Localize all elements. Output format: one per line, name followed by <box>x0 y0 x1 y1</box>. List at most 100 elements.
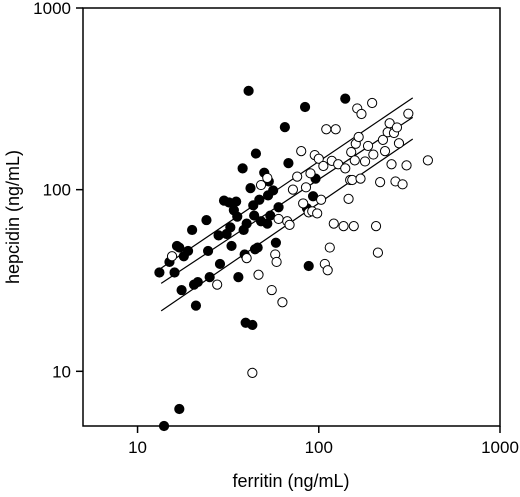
regression-line <box>160 116 414 284</box>
data-point-filled <box>249 210 260 221</box>
data-point-filled <box>340 93 351 104</box>
data-point-filled <box>204 272 215 283</box>
data-point-filled <box>245 182 256 194</box>
data-point-filled <box>243 85 254 96</box>
data-point-filled <box>231 196 242 207</box>
data-point-open <box>166 251 178 262</box>
y-tick-label: 10 <box>52 362 71 381</box>
data-point-open <box>367 97 378 109</box>
plot-frame <box>82 7 501 427</box>
data-point-open <box>368 149 379 160</box>
data-point-filled <box>174 403 185 415</box>
data-point-open <box>347 174 358 186</box>
data-point-open <box>284 219 295 230</box>
data-point-open <box>312 208 323 219</box>
data-point-filled <box>187 224 198 236</box>
data-point-filled <box>303 260 314 272</box>
data-point-filled <box>233 272 244 283</box>
data-point-filled <box>237 163 248 174</box>
data-point-filled <box>176 284 187 296</box>
data-point-filled <box>190 300 202 311</box>
data-point-open <box>253 269 264 280</box>
data-point-filled <box>273 202 284 213</box>
data-point-filled <box>214 258 226 270</box>
data-point-open <box>305 168 316 179</box>
data-point-filled <box>192 276 203 288</box>
data-point-open <box>313 153 324 164</box>
data-point-open <box>401 160 412 171</box>
data-point-open <box>255 179 267 191</box>
data-point-open <box>372 247 384 258</box>
data-point-open <box>375 177 386 188</box>
data-point-filled <box>279 121 290 133</box>
data-point-open <box>296 146 307 157</box>
data-point-filled <box>202 245 214 257</box>
data-point-filled <box>226 240 237 252</box>
data-point-open <box>386 159 397 170</box>
data-point-open <box>353 131 364 143</box>
data-point-open <box>330 124 341 135</box>
data-point-filled <box>174 242 185 253</box>
data-point-open <box>328 218 339 229</box>
data-point-open <box>403 108 414 119</box>
data-point-open <box>324 242 335 253</box>
data-point-open <box>377 134 389 145</box>
data-point-open <box>397 179 408 190</box>
data-point-open <box>212 279 223 290</box>
data-point-filled <box>241 218 252 229</box>
x-tick-label: 100 <box>305 438 333 457</box>
data-point-filled <box>169 267 180 278</box>
data-point-filled <box>283 158 294 169</box>
data-point-open <box>292 171 303 182</box>
data-point-open <box>318 160 329 172</box>
y-tick-label: 1000 <box>33 0 71 18</box>
data-point-open <box>355 173 366 184</box>
x-tick-label: 1000 <box>481 438 519 457</box>
data-point-open <box>322 265 333 276</box>
data-point-open <box>241 252 252 264</box>
data-point-open <box>340 163 351 174</box>
x-tick-label: 10 <box>128 438 147 457</box>
data-point-open <box>321 124 332 135</box>
data-point-open <box>343 193 354 204</box>
data-point-filled <box>250 148 262 159</box>
data-point-filled <box>299 101 311 113</box>
data-point-filled <box>225 222 236 233</box>
axis-ticks: 10 100 1000 10 100 1000 <box>33 0 519 457</box>
data-point-filled <box>254 194 265 205</box>
data-point-filled <box>252 242 263 253</box>
data-point-filled <box>270 237 282 248</box>
data-point-open <box>316 194 327 205</box>
data-point-open <box>346 146 357 158</box>
data-point-open <box>362 140 374 152</box>
data-point-filled <box>201 214 212 226</box>
data-point-open <box>338 221 349 232</box>
data-point-open <box>271 256 282 268</box>
data-point-filled <box>268 185 279 196</box>
data-point-open <box>348 221 359 232</box>
data-point-open <box>298 198 309 209</box>
data-point-open <box>273 213 284 225</box>
data-point-open <box>393 138 405 149</box>
data-point-open <box>277 297 288 308</box>
data-point-filled <box>182 245 194 257</box>
data-point-filled <box>247 319 258 331</box>
data-point-open <box>422 155 433 166</box>
y-axis-title: hepcidin (ng/mL) <box>3 150 23 284</box>
x-axis-title: ferritin (ng/mL) <box>232 471 349 491</box>
data-point-open <box>247 367 258 379</box>
data-point-filled <box>154 267 165 278</box>
data-point-open <box>359 156 371 167</box>
y-tick-label: 100 <box>43 181 71 200</box>
data-point-open <box>287 184 299 195</box>
data-point-open <box>262 172 273 184</box>
data-point-filled <box>232 211 243 222</box>
data-point-open <box>379 146 391 157</box>
data-point-open <box>266 284 277 296</box>
data-points <box>154 85 433 432</box>
confidence-upper-line <box>160 97 414 269</box>
data-point-open <box>356 108 367 120</box>
data-point-filled <box>158 420 170 432</box>
data-point-open <box>370 221 382 232</box>
